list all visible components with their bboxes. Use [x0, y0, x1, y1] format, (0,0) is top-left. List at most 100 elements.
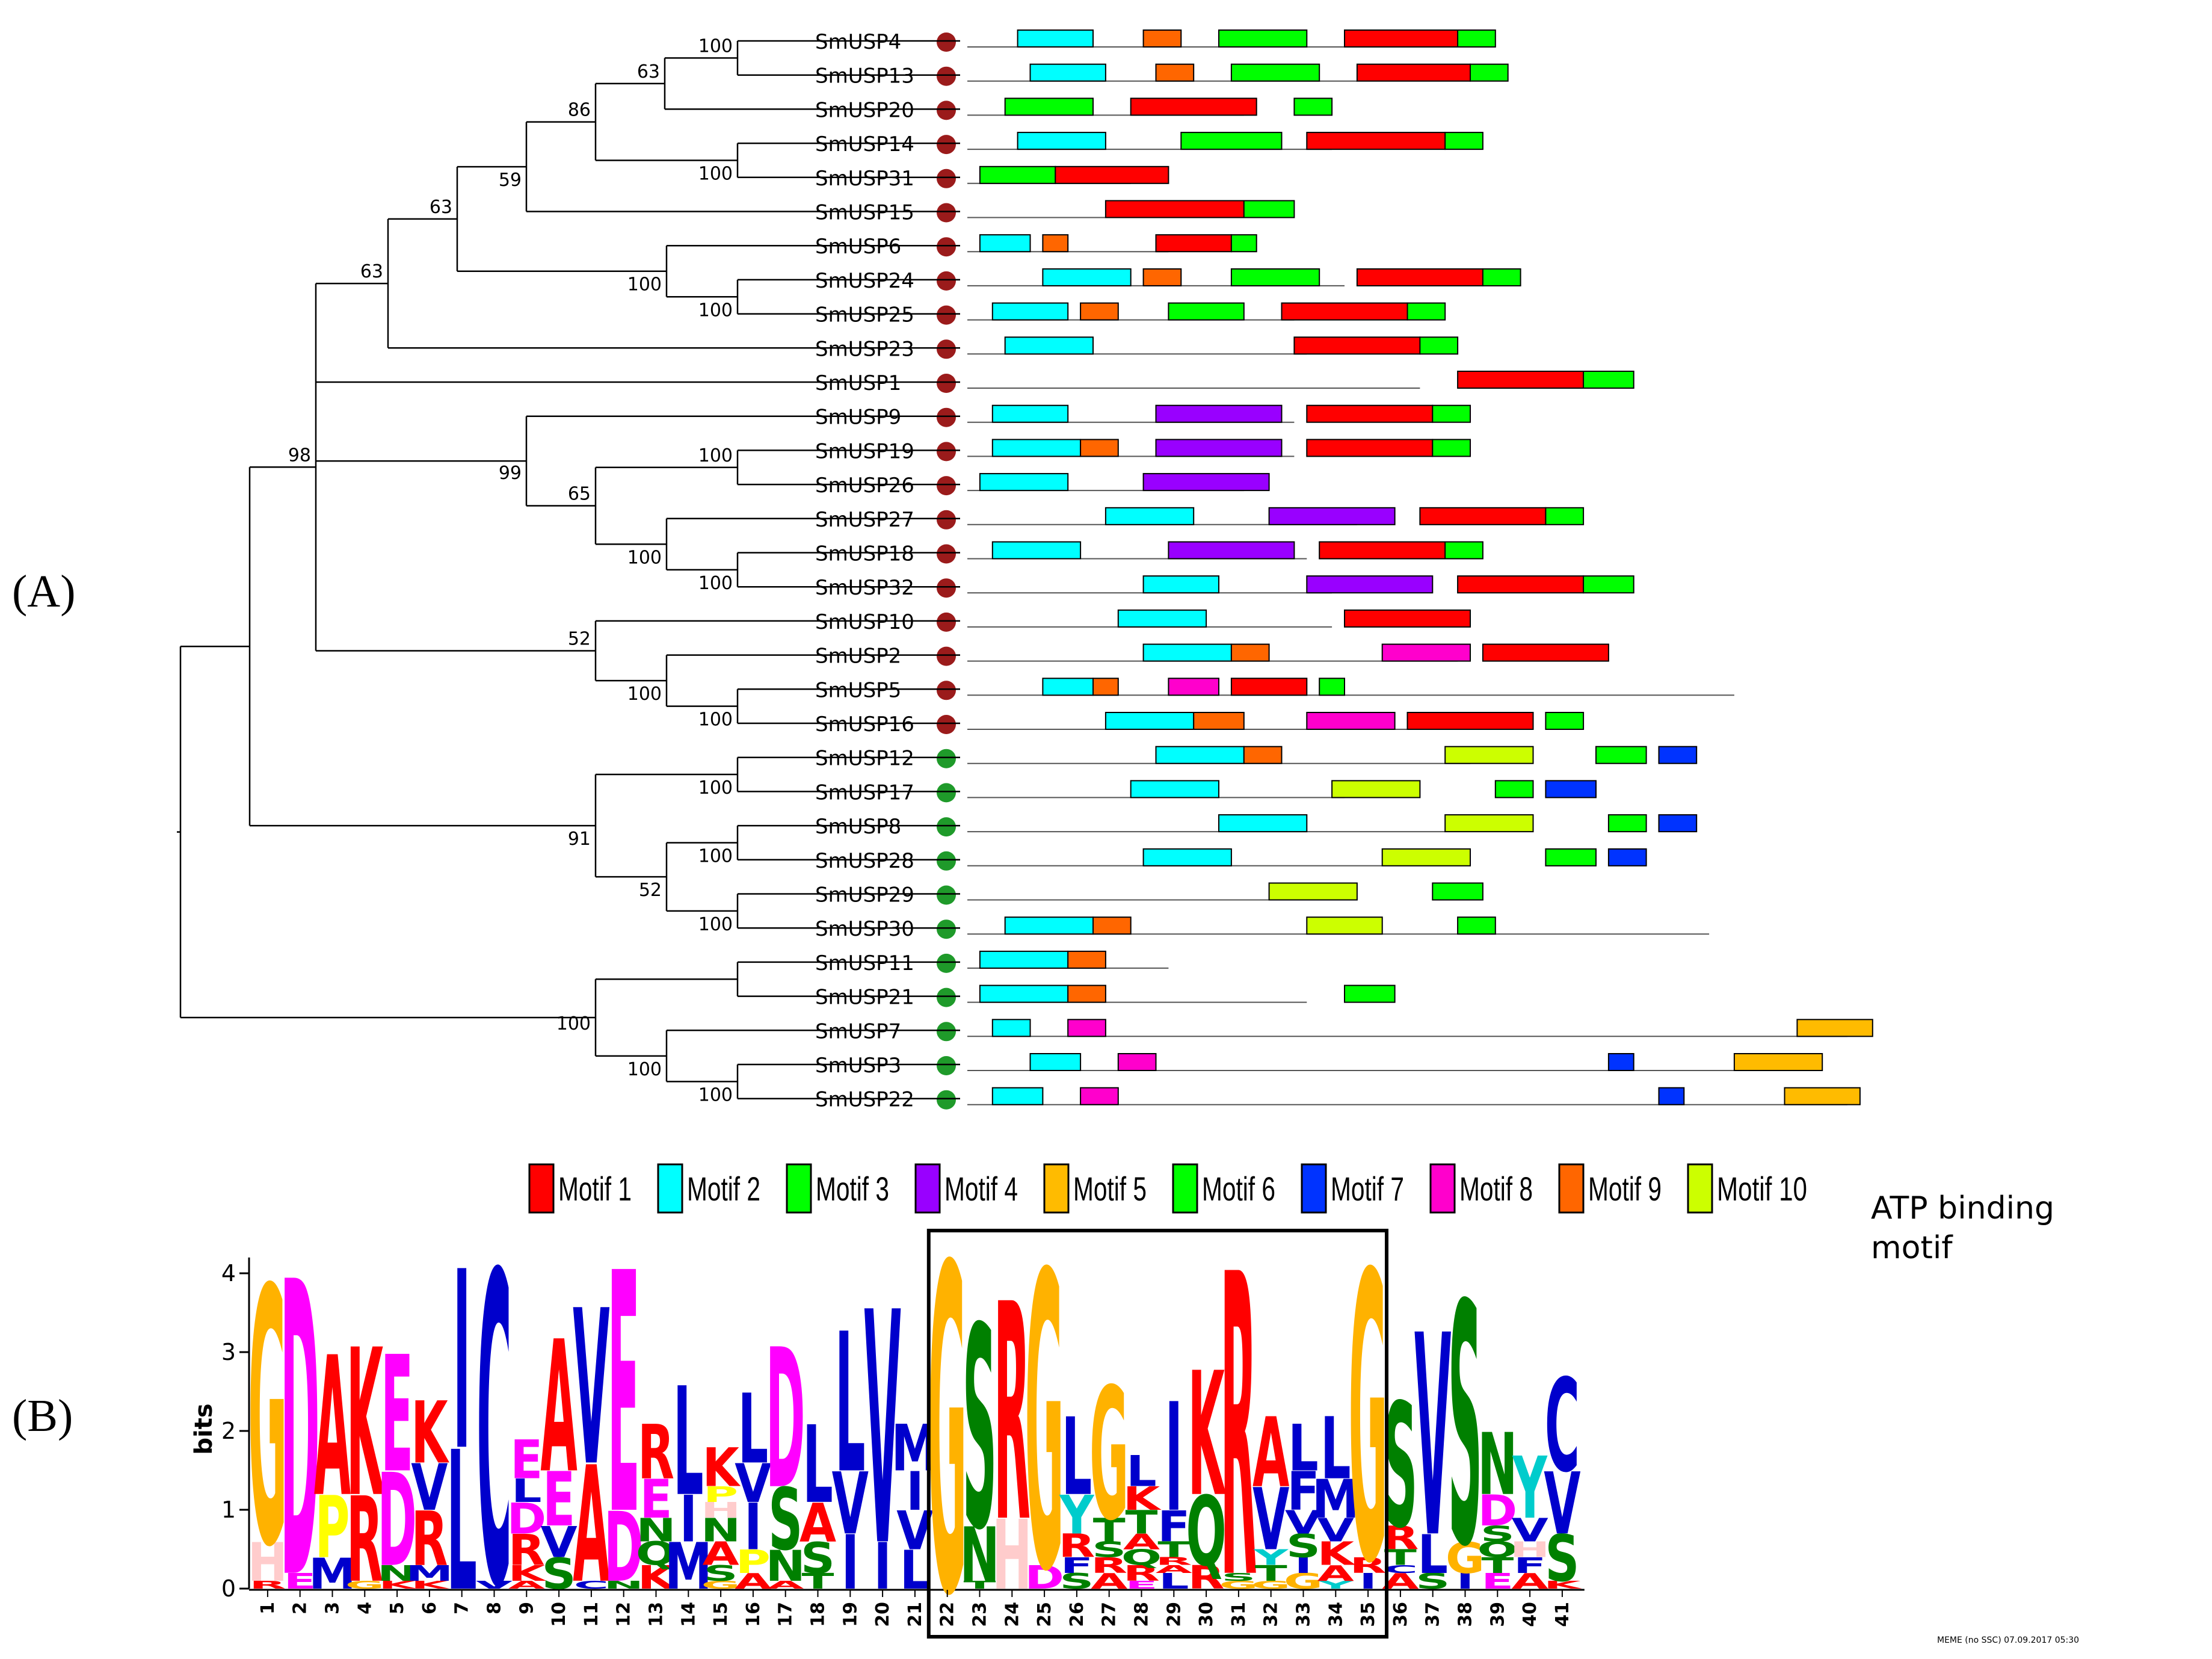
motif-2-box — [1029, 1053, 1082, 1071]
group-dot — [937, 476, 956, 496]
logo-letter: K — [702, 1436, 741, 1498]
group-dot — [937, 953, 956, 973]
logo-letter: G — [1219, 1579, 1258, 1592]
logo-letter: L — [835, 1293, 865, 1516]
group-dot — [937, 66, 956, 86]
motif-7-box — [1545, 780, 1597, 799]
logo-letter: N — [377, 1562, 417, 1586]
motif-2-box — [1004, 336, 1094, 355]
motif-1-box — [1306, 439, 1434, 457]
logo-letter: L — [1417, 1524, 1447, 1586]
motif-9-box — [1080, 439, 1119, 457]
leaf-label: SmUSP4 — [815, 30, 901, 54]
logo-letter: C — [476, 1185, 511, 1659]
motif-8-box — [1117, 1053, 1157, 1071]
logo-letter: M — [406, 1562, 454, 1586]
motif-3-box — [1595, 746, 1647, 764]
logo-letter: N — [1477, 1416, 1517, 1515]
bootstrap-value: 100 — [698, 300, 733, 321]
logo-letter: I — [1359, 1569, 1376, 1594]
y-axis-label: bits — [190, 1403, 218, 1454]
motif-9-box — [1155, 63, 1195, 82]
logo-letter: T — [964, 1579, 996, 1592]
legend-label: Motif 6 — [1202, 1170, 1275, 1208]
leaf-label: SmUSP29 — [815, 883, 914, 907]
motif-7-box — [1658, 746, 1698, 764]
motif-1-box — [1130, 97, 1257, 116]
motif-3-box — [1545, 848, 1597, 867]
logo-letter: T — [1157, 1537, 1190, 1562]
motif-7-box — [1607, 1053, 1634, 1071]
logo-letter: S — [1545, 1522, 1579, 1596]
logo-letter: S — [963, 1268, 997, 1591]
motif-2-box — [979, 984, 1069, 1003]
logo-letter: D — [1477, 1486, 1517, 1536]
motif-3-box — [1293, 97, 1333, 116]
bootstrap-value: 100 — [627, 274, 662, 295]
motif-2-box — [979, 234, 1031, 253]
logo-letter: I — [680, 1483, 697, 1557]
panel-b-label: (B) — [12, 1391, 73, 1441]
leaf-label: SmUSP1 — [815, 371, 901, 395]
logo-letter: S — [768, 1471, 803, 1570]
motif-9-box — [1193, 712, 1245, 730]
position-label: 34 — [1325, 1602, 1346, 1627]
atp-binding-note: ATP binding motif — [1871, 1190, 2055, 1266]
position-label: 38 — [1455, 1602, 1476, 1627]
logo-letter: Q — [1186, 1476, 1226, 1588]
motif-3-box — [1406, 302, 1446, 321]
motif-1-box — [1306, 404, 1434, 423]
bootstrap-value: 100 — [698, 36, 733, 57]
group-dot — [937, 339, 956, 359]
motif-3-box — [1470, 63, 1509, 82]
logo-letter: R — [994, 1241, 1031, 1589]
group-dot — [937, 851, 956, 871]
logo-letter: F — [1287, 1460, 1319, 1522]
logo-letter: G — [1251, 1579, 1290, 1592]
logo-letter: K — [1544, 1579, 1583, 1592]
motif-9-box — [1080, 302, 1119, 321]
logo-letter: A — [735, 1569, 772, 1594]
logo-letter: E — [381, 1323, 413, 1509]
leaf-label: SmUSP30 — [815, 917, 914, 941]
leaf-label: SmUSP20 — [815, 98, 914, 122]
logo-letter: A — [1511, 1569, 1548, 1594]
leaf-label: SmUSP25 — [815, 303, 914, 327]
logo-letter: D — [377, 1446, 417, 1595]
leaf-label: SmUSP10 — [815, 610, 914, 634]
logo-letter: R — [1123, 1562, 1160, 1586]
logo-letter: F — [1061, 1553, 1093, 1578]
logo-letter: A — [1123, 1530, 1160, 1554]
bootstrap-value: 91 — [568, 829, 591, 850]
logo-letter: H — [1510, 1537, 1550, 1562]
logo-letter: R — [1156, 1555, 1192, 1568]
logo-letter: T — [1384, 1545, 1417, 1570]
group-dot — [937, 578, 956, 598]
motif-2-box — [1017, 29, 1094, 48]
motif-1-box — [1155, 234, 1232, 253]
leaf-label: SmUSP26 — [815, 474, 914, 498]
motif-9-box — [1243, 746, 1283, 764]
bootstrap-value: 63 — [637, 61, 660, 82]
logo-letter: A — [540, 1302, 577, 1513]
motif-1-box — [1457, 575, 1585, 594]
group-dot — [937, 1022, 956, 1042]
motif-1-box — [1406, 712, 1534, 730]
position-label: 30 — [1196, 1602, 1217, 1627]
motif-structure-diagram — [967, 29, 1873, 1105]
motif-10-box — [1381, 848, 1471, 867]
motif-3-box — [1432, 439, 1471, 457]
position-label: 37 — [1423, 1602, 1444, 1627]
logo-letter: T — [1126, 1504, 1158, 1541]
logo-letter: R — [1058, 1527, 1095, 1565]
logo-letter: V — [1285, 1504, 1322, 1541]
motif-3-box — [1545, 712, 1585, 730]
legend-swatch-motif-3 — [786, 1163, 812, 1214]
legend-swatch-motif-1 — [528, 1163, 555, 1214]
motif-2-box — [991, 541, 1082, 560]
leaf-label: SmUSP31 — [815, 167, 914, 191]
position-label: 7 — [452, 1602, 473, 1614]
logo-letter: I — [1456, 1569, 1474, 1594]
leaf-label: SmUSP32 — [815, 576, 914, 600]
logo-letter: A — [767, 1579, 804, 1592]
